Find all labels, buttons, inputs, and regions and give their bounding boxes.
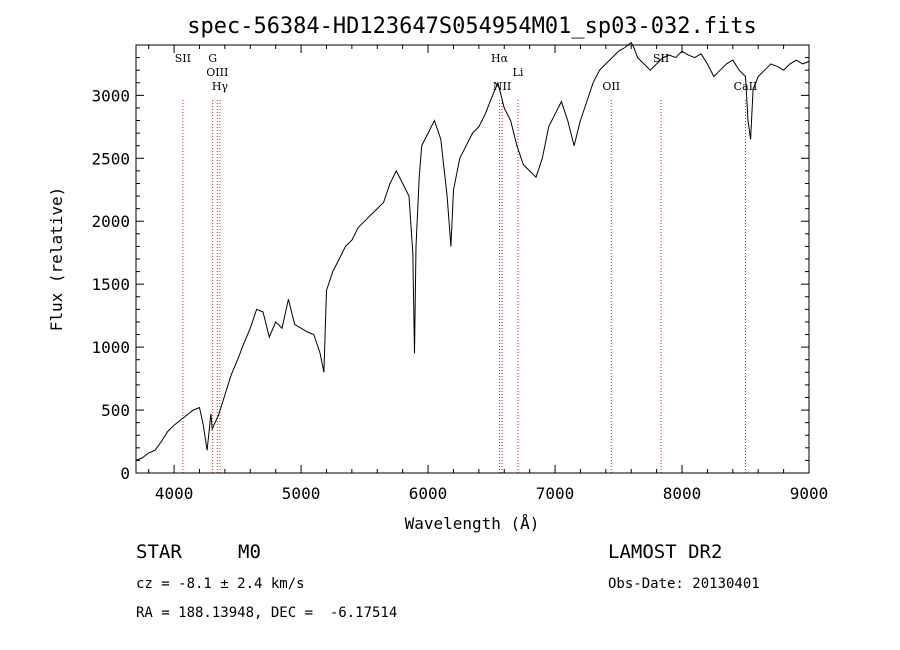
spectral-line-label: OIII — [206, 66, 228, 79]
y-tick-label: 1000 — [91, 338, 130, 357]
spectral-line-label: Hα — [491, 52, 509, 65]
y-tick-label: 3000 — [91, 86, 130, 105]
spectral-line-label: NII — [493, 80, 511, 93]
spectral-line-label: Hγ — [212, 80, 229, 93]
y-tick-label: 2000 — [91, 212, 130, 231]
spectral-line-label: SII — [653, 52, 669, 65]
spectral-line-label: G — [208, 52, 217, 65]
object-type: STAR — [136, 541, 182, 563]
spectral-line-label: SII — [175, 52, 191, 65]
spectral-line-label: Li — [513, 66, 524, 79]
object-subclass: M0 — [238, 541, 261, 563]
y-tick-label: 1500 — [91, 275, 130, 294]
redshift-cz: cz = -8.1 ± 2.4 km/s — [136, 576, 305, 592]
y-tick-label: 0 — [120, 464, 130, 483]
survey-name: LAMOST DR2 — [608, 541, 723, 563]
spectral-line-label: OII — [602, 80, 620, 93]
spectrum-line — [135, 41, 810, 461]
plot-frame — [135, 44, 810, 474]
x-tick-label: 7000 — [536, 484, 575, 503]
chart-title: spec-56384-HD123647S054954M01_sp03-032.f… — [187, 14, 757, 39]
x-tick-label: 8000 — [663, 484, 702, 503]
x-tick-label: 9000 — [790, 484, 829, 503]
axis-ticks: 4000 5000 6000 7000 8000 9000 0 500 1000 1500 2000… — [91, 44, 829, 503]
observation-date: Obs-Date: 20130401 — [608, 576, 760, 592]
spectral-line-label: CaII — [734, 80, 758, 93]
y-tick-label: 500 — [101, 401, 130, 420]
x-tick-label: 4000 — [155, 484, 194, 503]
y-tick-label: 2500 — [91, 149, 130, 168]
x-tick-label: 5000 — [282, 484, 321, 503]
coordinates: RA = 188.13948, DEC = -6.17514 — [136, 605, 398, 621]
x-tick-label: 6000 — [409, 484, 448, 503]
y-axis-label: Flux (relative) — [47, 187, 66, 332]
spectrum-series — [135, 41, 810, 461]
x-axis-label: Wavelength (Å) — [405, 514, 540, 533]
